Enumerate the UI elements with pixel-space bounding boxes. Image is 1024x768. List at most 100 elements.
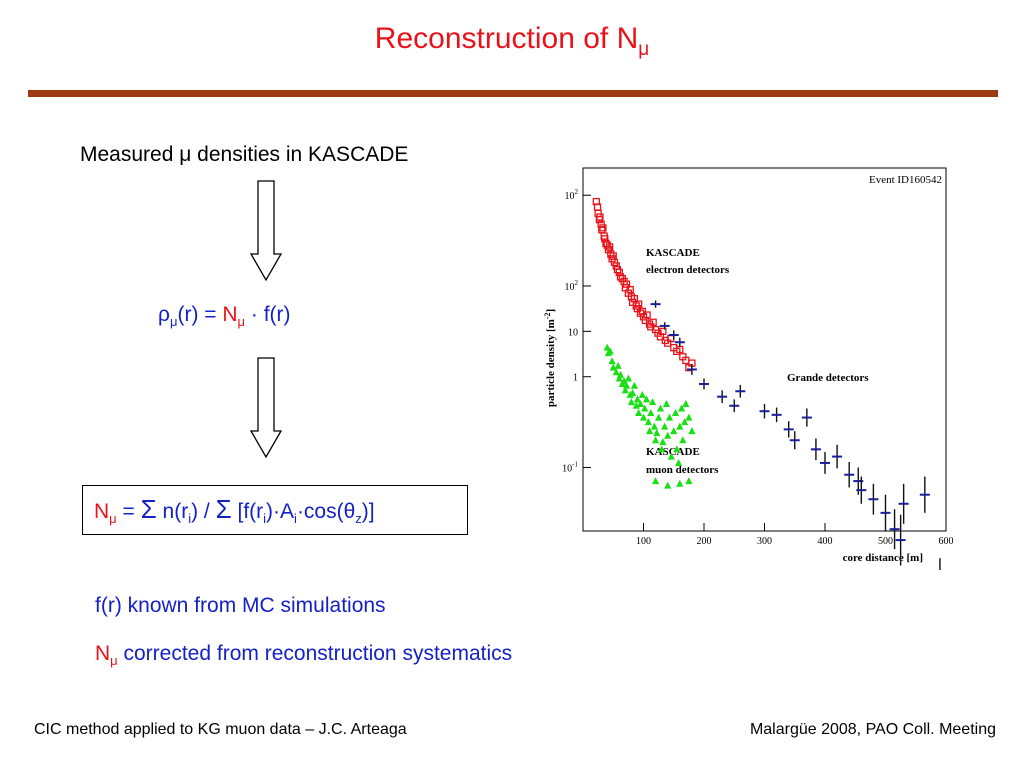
muon-point [608,357,616,365]
muon-point [606,347,614,355]
muon-point [644,418,652,426]
electron-point [649,318,657,326]
muon-point [636,399,645,407]
y-tick-exp: 2 [575,279,579,287]
x-tick-label: 300 [757,536,772,547]
muon-point [670,427,678,435]
muon-point [661,422,669,430]
muon-point [681,418,689,426]
y-tick-base: 10 [565,191,575,202]
footer-left: CIC method applied to KG muon data – J.C… [34,721,407,738]
muon-point [632,401,640,409]
formula-nmu: Nμ = Σ n(ri) / Σ [f(ri)·Ai·cos(θz)] [94,494,375,526]
y-tick-exp: 2 [575,188,579,196]
y-tick-base: 10 [565,282,575,293]
muon-point [620,377,628,385]
muon-point [676,479,684,487]
formula2-sub: i [294,511,297,527]
annotation-electron-2: electron detectors [646,264,730,276]
y-axis-label-end: ] [545,309,557,313]
formula2-part: ) / [191,500,216,523]
x-tick-label: 600 [939,536,954,547]
muon-point [656,404,665,412]
annotation-muon-2: muon detectors [646,464,719,476]
x-tick-label: 100 [636,536,651,547]
down-arrow-icon [250,180,282,282]
muon-point [673,445,681,453]
note2-N-sub: μ [110,653,118,669]
annotation-electron-1: KASCADE [646,247,700,259]
x-tick-label: 400 [818,536,833,547]
electron-point [659,327,667,336]
electron-point [635,300,643,308]
muon-point [633,395,642,403]
particle-density-chart: Event ID160542 core distance [m] particl… [543,167,954,570]
muon-point [676,422,684,430]
sum-symbol: Σ [140,494,157,524]
electron-point [626,285,634,294]
formula1-mid: (r) = [177,303,223,326]
note-corrected: Nμ corrected from reconstruction systema… [95,642,512,668]
muon-point [652,436,660,444]
formula2-N-sub: μ [109,511,117,527]
formula-density: ρμ(r) = Nμ · f(r) [158,303,291,329]
y-tick-base: 10 [562,463,572,474]
slide-title-sub: μ [638,39,650,60]
formula2-eq: = [116,500,141,523]
muon-point [659,438,667,446]
muon-point [658,445,666,453]
y-tick-label: 1 [573,373,578,384]
muon-point [685,477,693,485]
annotation-muon-1: KASCADE [646,446,700,458]
muon-point [615,374,623,382]
note-mc-simulations: f(r) known from MC simulations [95,594,386,617]
note2-text: corrected from reconstruction systematic… [117,642,513,665]
muon-point [655,413,663,421]
formula1-N: N [222,303,238,326]
sum-symbol: Σ [215,494,232,524]
muon-point [662,399,671,407]
muon-point [647,409,655,417]
muon-point [627,398,635,406]
muon-point [603,343,611,351]
muon-point [674,458,683,466]
y-tick-label: 102 [565,279,579,293]
electron-point [643,311,651,319]
formula2-sub: z [355,511,362,527]
y-tick-label: 10 [568,327,578,338]
formula2-part: )·A [266,500,295,523]
muon-point [624,374,632,382]
muon-point [621,386,629,394]
formula2-sub: i [188,511,192,527]
y-tick-base: 1 [573,373,578,384]
electron-point [599,224,607,232]
x-axis-label: core distance [m] [843,552,923,564]
plot-frame [582,167,947,532]
muon-point [679,436,687,444]
x-tick-label: 500 [878,536,893,547]
electron-point [605,243,614,251]
muon-point [639,413,648,421]
measured-text: Measured μ densities in KASCADE [80,143,409,166]
muon-point [622,381,631,389]
muon-point [664,431,672,439]
x-tick-label: 200 [697,536,712,547]
muon-point [664,481,672,489]
muon-point [671,409,680,417]
formula1-tail: · f(r) [245,303,291,326]
y-tick-exp: -1 [572,460,578,468]
note2-N: N [95,642,111,665]
y-tick-label: 102 [565,188,579,202]
formula-box [82,485,468,535]
muon-point [678,404,686,412]
muon-point [688,427,696,435]
electron-point [630,295,639,303]
muon-point [652,477,660,485]
y-axis-label-sup: -2 [543,313,552,320]
annotation-grande: Grande detectors [787,372,869,384]
y-tick-base: 10 [568,327,578,338]
rho-sub: μ [169,314,178,330]
y-axis-label-text: particle density [m [545,319,557,407]
muon-point [682,399,690,407]
muon-point [641,404,649,412]
